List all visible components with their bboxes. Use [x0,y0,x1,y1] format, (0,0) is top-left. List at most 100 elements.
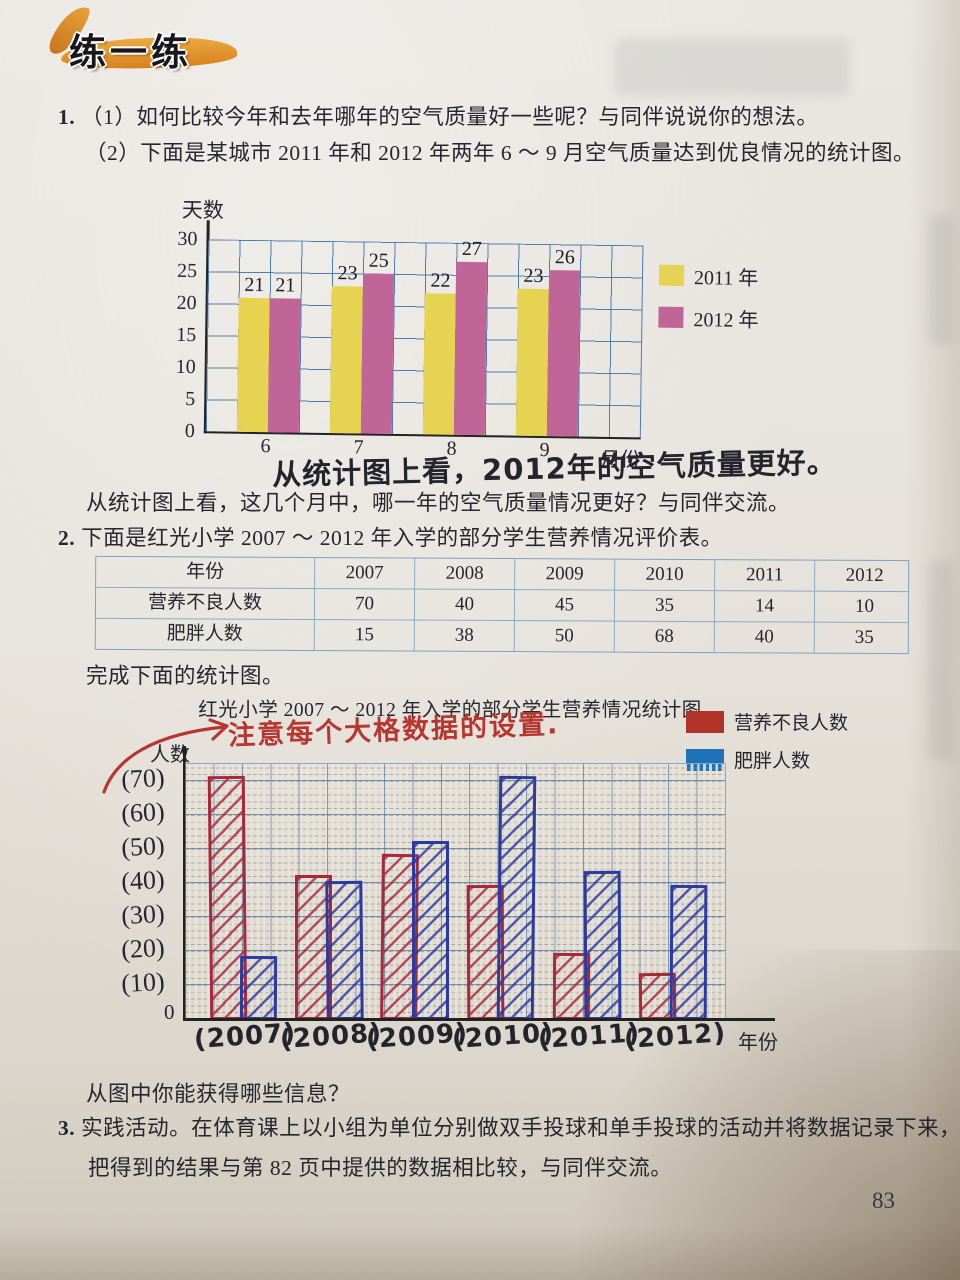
chart1-yaxis [206,220,210,241]
table-cell: 40 [413,589,515,621]
q3-block: 3. 实践活动。在体育课上以小组为单位分别做双手投球和单手投球的活动并将数据记录下… [58,1108,960,1188]
table-cell: 40 [713,622,814,653]
nutrition-table: 年份 2007 2008 2009 2010 2011 2012 营养不良人数 70 40 45 35… [94,555,915,655]
q1-part1-marker: （1） [81,105,137,129]
q2-text-line: 2. 下面是红光小学 2007 ～ 2012 年入学的部分学生营养情况评价表。 [58,520,948,557]
table-cell: 2012 [814,560,915,592]
chart2-xtick: (2008) [279,1018,384,1056]
page-bleedthrough-margin2 [928,560,954,760]
chart2-ytick: (70) [120,762,166,795]
chart2-xtick: (2009) [365,1018,470,1056]
chart2-yaxis [183,746,186,1020]
section-header-title: 练一练 [69,33,192,74]
chart2-xlabels: (2007) (2008) (2009) (2010) (2011) (2012) [193,1018,755,1064]
legend-label-2011: 2011 年 [693,267,759,291]
chart1-ylabel: 天数 [181,197,225,223]
annotation-arrow-icon [102,718,229,794]
chart2-bar-肥胖人数-2010 [496,775,537,1021]
chart2-legend-malnutrition: 营养不良人数 [686,708,848,735]
chart2-ytick: (40) [120,864,166,897]
table-cell: 45 [513,590,615,621]
chart2-bar-肥胖人数-2009 [412,840,449,1020]
chart1-ytick: 20 [176,291,197,315]
chart1-bar-2012 年-6 [267,297,301,433]
chart2-xtick: (2012) [623,1018,728,1056]
chart2-xtick: (2007) [193,1018,298,1056]
chart1-legend-2011: 2011 年 [658,261,759,291]
table-cell: 35 [613,590,715,622]
table-row: 营养不良人数 70 40 45 35 14 10 [95,586,915,623]
page-bleedthrough-margin [928,215,954,345]
table-row: 肥胖人数 15 38 50 68 40 35 [95,617,914,654]
legend-swatch-malnutrition [686,710,724,733]
table-cell: 35 [813,622,914,654]
chart1-yticks: 30 25 20 15 10 5 0 [149,228,198,442]
table-cell: 2010 [614,559,715,591]
q1-number: 1. [58,105,76,129]
chart2-xlabel: 年份 [738,1032,778,1054]
chart2-plot [185,763,726,1021]
q2-number: 2. [58,526,76,550]
chart2-ytick: (20) [120,932,166,965]
chart2-ytick: (30) [120,898,166,931]
section-header: 练一练 [45,0,255,74]
table-cell: 15 [313,620,414,651]
q1-part2-text: 下面是某城市 2011 年和 2012 年两年 6 ～ 9 月空气质量达到优良情… [140,141,915,165]
table-cell: 2011 [714,560,815,591]
chart2-xtick: (2010) [451,1018,556,1056]
chart2-yticks: (70) (60) (50) (40) (30) (20) (10) [106,762,180,1002]
page-number: 83 [872,1188,895,1213]
chart1-ytick: 0 [184,420,195,443]
chart1-bar-2011 年-8 [422,293,456,435]
q2-question: 从图中你能获得哪些信息？ [86,1082,351,1106]
chart2-bar-肥胖人数-2008 [325,881,364,1021]
chart2-bar-肥胖人数-2007 [239,956,278,1021]
chart1-bar-2012 年-9 [546,269,581,437]
q1-part2: （2）下面是某城市 2011 年和 2012 年两年 6 ～ 9 月空气质量达到… [85,135,960,172]
legend-swatch-2011 [658,264,685,286]
chart1-plot: 21 21 23 25 22 27 23 26 [203,238,644,440]
table-cell: 2009 [514,559,615,590]
chart2-bar-肥胖人数-2011 [583,871,622,1021]
chart1-ytick: 15 [176,323,197,347]
table-cell: 68 [613,621,714,653]
q3-number: 3. [58,1116,76,1140]
legend-swatch-2012 [658,306,684,328]
q3-text: 实践活动。在体育课上以小组为单位分别做双手投球和单手投球的活动并将数据记录下来，… [81,1116,960,1180]
q1-part1-text: 如何比较今年和去年哪年的空气质量好一些呢？与同伴说说你的想法。 [136,105,819,129]
page-bleedthrough-header [615,38,850,96]
chart2-title: 红光小学 2007 ～ 2012 年入学的部分学生营养情况统计图 [198,700,702,721]
table-cell: 14 [713,591,815,622]
chart1-ytick: 25 [176,259,198,283]
table-row: 年份 2007 2008 2009 2010 2011 2012 [96,557,915,592]
chart1-bar-2012 年-8 [453,262,488,436]
chart1-ytick: 30 [177,227,198,251]
q1-followup: 从统计图上看，这几个月中，哪一年的空气质量情况更好？与同伴交流。 [86,491,791,515]
chart1-ytick: 5 [185,388,196,411]
q2-complete: 完成下面的统计图。 [86,664,285,688]
chart2-ytick: (50) [120,830,166,863]
chart2-ylabel: 人数 [150,744,190,766]
chart1-legend-2012: 2012 年 [658,303,759,333]
table-cell: 70 [313,589,415,620]
chart2-xtick: (2011) [537,1018,642,1056]
chart1-bar-value: 25 [368,249,389,272]
q1-part1: 1. （1）如何比较今年和去年哪年的空气质量好一些呢？与同伴说说你的想法。 [58,99,948,136]
chart2-origin-label: 0 [164,1000,175,1024]
table-cell: 营养不良人数 [147,592,263,614]
chart1-legend: 2011 年 2012 年 [658,261,759,346]
chart1-bar-2011 年-7 [329,285,363,434]
q2-text: 下面是红光小学 2007 ～ 2012 年入学的部分学生营养情况评价表。 [81,526,723,550]
table-cell: 年份 [186,561,225,583]
chart1-bar-value: 21 [275,273,296,297]
q1-part2-marker: （2） [85,141,141,165]
chart2-ytick: (10) [120,966,166,999]
legend-label-2012: 2012 年 [693,309,759,333]
chart1-bar-value: 27 [461,238,483,261]
table-cell: 肥胖人数 [166,623,243,645]
legend-label-malnutrition: 营养不良人数 [734,713,849,734]
table-cell: 2008 [414,558,515,590]
chart2-bar-肥胖人数-2012 [669,884,708,1021]
chart2-ytick: (60) [120,796,166,829]
table-cell: 10 [813,591,915,623]
